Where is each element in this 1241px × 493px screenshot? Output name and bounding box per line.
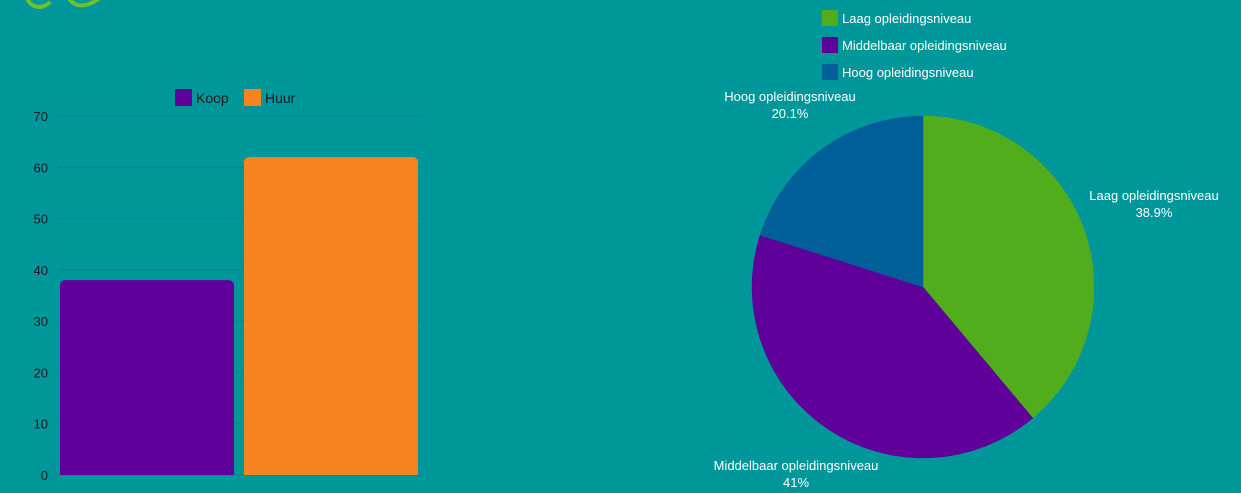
bar-legend-label: Koop [196, 90, 229, 106]
pie-slice-percent: 38.9% [1136, 205, 1173, 220]
pie-slice-percent: 41% [783, 475, 809, 490]
bar-huur [244, 157, 418, 475]
bar-koop [60, 280, 234, 475]
bar-legend-label: Huur [265, 90, 296, 106]
bar-y-tick-label: 20 [34, 365, 48, 380]
pie-slice-percent: 20.1% [772, 106, 809, 121]
bar-chart: 0 10 20 30 40 50 60 70 Koop Huur [34, 89, 422, 483]
bar-legend-swatch-koop [175, 89, 192, 106]
pie-legend-swatch-hoog [822, 64, 838, 80]
pie-legend-label: Middelbaar opleidingsniveau [842, 38, 1007, 53]
bar-y-tick-label: 30 [34, 314, 48, 329]
pie-slice-labels: Laag opleidingsniveau 38.9% Middelbaar opl… [714, 89, 1219, 490]
bar-y-tick-label: 40 [34, 263, 48, 278]
bar-y-tick-label: 60 [34, 160, 48, 175]
bar-y-tick-label: 10 [34, 417, 48, 432]
pie-slice-label: Middelbaar opleidingsniveau [714, 458, 879, 473]
bar-y-tick-label: 70 [34, 109, 48, 124]
pie-legend-label: Hoog opleidingsniveau [842, 65, 974, 80]
pie-slice-label: Hoog opleidingsniveau [724, 89, 856, 104]
pie-legend: Laag opleidingsniveau Middelbaar opleidin… [822, 10, 1007, 80]
pie-legend-swatch-laag [822, 10, 838, 26]
pie-chart: Laag opleidingsniveau 38.9% Middelbaar opl… [714, 10, 1219, 490]
bar-y-axis-ticks: 0 10 20 30 40 50 60 70 [34, 109, 48, 483]
pie-legend-swatch-middelbaar [822, 37, 838, 53]
bar-y-tick-label: 0 [41, 468, 48, 483]
bar-series [60, 157, 418, 475]
pie-slice-label: Laag opleidingsniveau [1089, 188, 1218, 203]
pie-slices [751, 115, 1095, 459]
pie-slice-middelbaar [751, 234, 1034, 459]
pie-slice-hoog [759, 115, 924, 288]
eye-logo-icon [25, 0, 101, 9]
bar-legend: Koop Huur [175, 89, 296, 106]
bar-y-tick-label: 50 [34, 212, 48, 227]
pie-slice-laag [922, 115, 1095, 419]
pie-legend-label: Laag opleidingsniveau [842, 11, 971, 26]
bar-legend-swatch-huur [244, 89, 261, 106]
